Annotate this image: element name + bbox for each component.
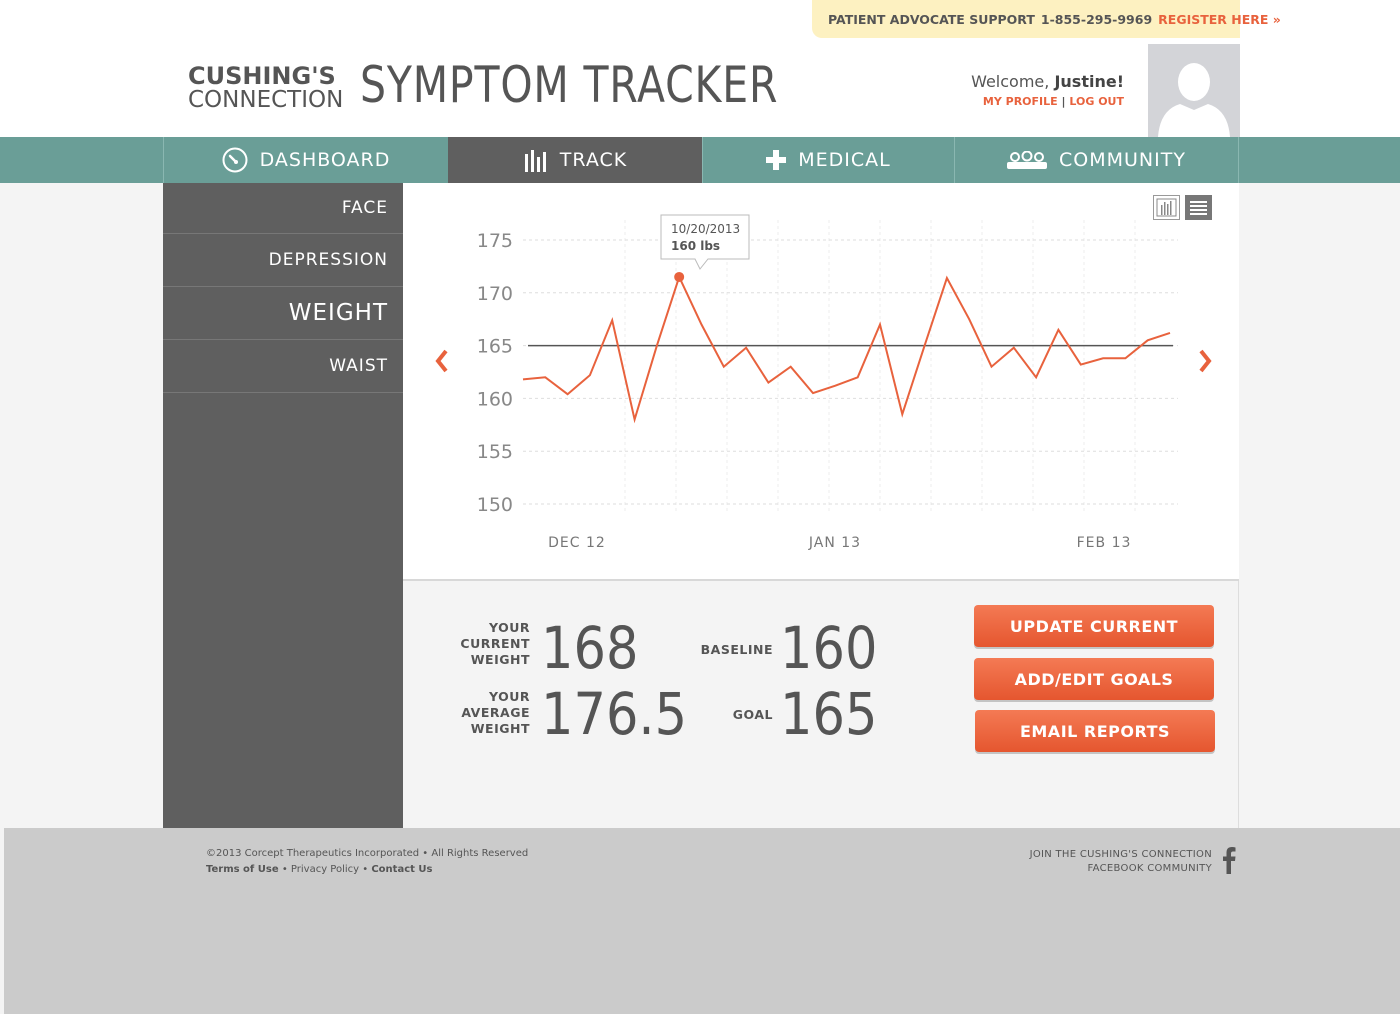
current-weight-value: 168 xyxy=(541,614,639,682)
y-tick-label: 175 xyxy=(477,230,513,252)
y-tick-label: 150 xyxy=(477,494,513,516)
sidebar-item-face[interactable]: FACE xyxy=(163,183,403,234)
register-here-link[interactable]: REGISTER HERE » xyxy=(1158,11,1281,27)
add-edit-goals-button[interactable]: ADD/EDIT GOALS xyxy=(974,658,1214,700)
current-weight-label: YOUR CURRENT WEIGHT xyxy=(460,620,530,667)
welcome-prefix: Welcome, xyxy=(971,72,1050,91)
fb-line-2: FACEBOOK COMMUNITY xyxy=(1087,863,1212,874)
log-out-link[interactable]: LOG OUT xyxy=(1069,95,1124,108)
y-tick-label: 155 xyxy=(477,441,513,463)
weight-series-line xyxy=(522,274,1171,424)
footer: ©2013 Corcept Therapeutics Incorporated … xyxy=(4,828,1400,1014)
patient-advocate-support-bar: PATIENT ADVOCATE SUPPORT 1-855-295-9969 … xyxy=(812,0,1281,38)
my-profile-link[interactable]: MY PROFILE xyxy=(982,95,1058,108)
link-separator: | xyxy=(1061,95,1066,108)
goal-label: GOAL xyxy=(732,707,773,722)
tab-label: MEDICAL xyxy=(798,149,891,171)
tab-dashboard[interactable]: DASHBOARD xyxy=(163,137,448,183)
user-name: Justine! xyxy=(1054,72,1124,91)
app-title: SYMPTOM TRACKER xyxy=(360,56,779,114)
tooltip-value: 160 lbs xyxy=(671,239,720,253)
terms-of-use-link[interactable]: Terms of Use xyxy=(206,864,279,875)
tooltip-point xyxy=(674,271,685,282)
sidebar-item-weight[interactable]: WEIGHT xyxy=(163,287,403,340)
average-weight-label: YOUR AVERAGE WEIGHT xyxy=(461,689,530,736)
tooltip-box xyxy=(660,214,750,270)
brand-logo[interactable]: CUSHING'S CONNECTION xyxy=(188,64,343,112)
sidebar-item-depression[interactable]: DEPRESSION xyxy=(163,234,403,287)
tab-track[interactable]: TRACK xyxy=(448,137,702,183)
people-icon xyxy=(1007,151,1048,169)
list-icon xyxy=(1190,201,1207,215)
weight-chart-panel: 175 170 165 160 155 150 DEC 12 JAN 13 FEB 13 10/2… xyxy=(403,183,1239,581)
support-phone[interactable]: 1-855-295-9969 xyxy=(1040,11,1153,27)
tooltip: 10/20/2013 160 lbs xyxy=(660,214,750,270)
tab-label: COMMUNITY xyxy=(1059,149,1186,171)
x-tick-label: JAN 13 xyxy=(808,535,861,551)
baseline-value: 160 xyxy=(780,614,878,682)
plus-icon xyxy=(766,150,787,170)
y-tick-label: 160 xyxy=(477,388,513,410)
email-reports-button[interactable]: EMAIL REPORTS xyxy=(975,710,1215,752)
fb-line-1: JOIN THE CUSHING'S CONNECTION xyxy=(1029,849,1212,860)
privacy-policy-link[interactable]: Privacy Policy xyxy=(290,864,360,875)
main-nav: DASHBOARD TRACK MEDICAL xyxy=(0,137,1400,183)
bar-chart-icon xyxy=(1156,198,1177,217)
brand-line-2: CONNECTION xyxy=(188,87,344,113)
support-label: PATIENT ADVOCATE SUPPORT xyxy=(828,11,1035,27)
update-current-button[interactable]: UPDATE CURRENT xyxy=(974,605,1214,647)
gauge-icon xyxy=(222,147,248,173)
y-tick-label: 170 xyxy=(477,283,513,305)
goal-value: 165 xyxy=(780,680,878,748)
tab-community[interactable]: COMMUNITY xyxy=(954,137,1239,183)
contact-us-link[interactable]: Contact Us xyxy=(371,864,433,875)
list-view-button[interactable] xyxy=(1185,195,1212,220)
average-weight-value: 176.5 xyxy=(541,680,688,748)
prev-arrow-icon[interactable] xyxy=(435,349,448,373)
facebook-icon[interactable] xyxy=(1220,846,1238,874)
facebook-community-link[interactable]: JOIN THE CUSHING'S CONNECTION FACEBOOK C… xyxy=(1030,848,1212,876)
tab-label: DASHBOARD xyxy=(259,149,391,171)
x-tick-label: FEB 13 xyxy=(1077,535,1132,551)
user-silhouette-icon xyxy=(1148,44,1240,137)
avatar[interactable] xyxy=(1148,44,1240,137)
weight-chart: 175 170 165 160 155 150 DEC 12 JAN 13 FEB 13 10/2… xyxy=(435,214,1212,551)
sidebar-item-waist[interactable]: WAIST xyxy=(163,340,403,393)
tooltip-date: 10/20/2013 xyxy=(671,222,740,236)
symptom-sidebar: FACE DEPRESSION WEIGHT WAIST xyxy=(163,183,403,828)
footer-legal: ©2013 Corcept Therapeutics Incorporated … xyxy=(206,846,528,878)
bar-chart-icon xyxy=(524,150,546,172)
welcome-block: Welcome, Justine! MY PROFILE | LOG OUT xyxy=(971,72,1124,108)
copyright-text: ©2013 Corcept Therapeutics Incorporated … xyxy=(206,848,529,859)
weight-stats: YOUR CURRENT WEIGHT 168 YOUR AVERAGE WEI… xyxy=(403,581,1239,828)
next-arrow-icon[interactable] xyxy=(1199,349,1212,373)
y-tick-label: 165 xyxy=(477,336,513,358)
header: PATIENT ADVOCATE SUPPORT 1-855-295-9969 … xyxy=(0,0,1400,137)
footer-bullet: • xyxy=(281,864,288,875)
brand-line-1: CUSHING'S xyxy=(188,62,336,90)
x-tick-label: DEC 12 xyxy=(548,535,606,551)
tab-medical[interactable]: MEDICAL xyxy=(702,137,954,183)
chart-view-button[interactable] xyxy=(1153,195,1180,220)
footer-bullet: • xyxy=(362,864,369,875)
baseline-label: BASELINE xyxy=(700,642,773,657)
tab-label: TRACK xyxy=(559,149,628,171)
